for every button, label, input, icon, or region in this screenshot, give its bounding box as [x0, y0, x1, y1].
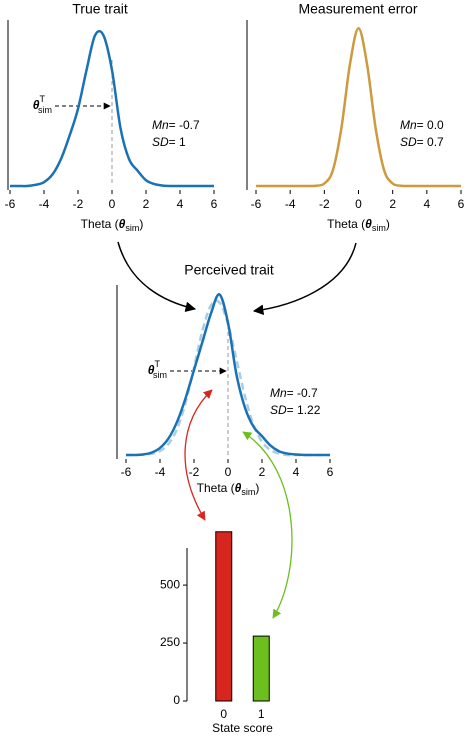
- stat-label: SD= 1.22: [270, 403, 321, 417]
- theta-label: θT sim: [148, 359, 167, 380]
- stat-value: = 0.0: [417, 118, 444, 132]
- x-tick-label: 4: [293, 465, 300, 479]
- chart-title: Measurement error: [298, 1, 417, 17]
- stat-value: = 1: [169, 135, 186, 149]
- x-tick-label: 0: [355, 197, 362, 211]
- x-tick-label: -6: [121, 465, 132, 479]
- x-tick-label: 4: [423, 197, 430, 211]
- theta-sup: T: [155, 359, 161, 369]
- axis-title-text: ): [386, 217, 390, 231]
- bar: [215, 531, 233, 702]
- x-tick-label: 6: [458, 197, 465, 211]
- x-tick-label: 1: [258, 707, 265, 721]
- stat-label: Mn= -0.7: [152, 118, 200, 132]
- link-arrow: [242, 431, 293, 619]
- chart-title: True trait: [72, 1, 128, 17]
- x-tick-label: 0: [220, 707, 227, 721]
- axis-title-text: Theta (: [327, 217, 365, 231]
- axis-title-symbol: θ: [119, 217, 126, 231]
- density-curve: [125, 293, 330, 457]
- stat-key: Mn: [270, 386, 287, 400]
- axis-title-sub: sim: [125, 223, 139, 233]
- x-tick-label: -6: [5, 197, 16, 211]
- axis-title-text: ): [255, 481, 259, 495]
- theta-label: θT sim: [33, 94, 52, 115]
- axis-title-text: Theta (: [81, 217, 119, 231]
- stat-key: SD: [400, 135, 417, 149]
- y-tick-label: 500: [160, 577, 180, 591]
- theta-sub: sim: [153, 370, 167, 380]
- x-tick-label: -2: [189, 465, 200, 479]
- density-curve: [256, 27, 461, 188]
- x-tick-label: 0: [109, 197, 116, 211]
- x-tick-label: 2: [143, 197, 150, 211]
- stat-label: Mn= -0.7: [270, 386, 318, 400]
- x-tick-label: -4: [155, 465, 166, 479]
- x-tick-label: -4: [285, 197, 296, 211]
- theta-symbol: θ: [148, 363, 155, 377]
- axis-title: Theta (θsim): [327, 217, 390, 233]
- stat-value: = -0.7: [169, 118, 200, 132]
- axis-title-text: ): [139, 217, 143, 231]
- bar: [252, 635, 270, 702]
- x-tick-label: -4: [39, 197, 50, 211]
- axis-title: State score: [212, 721, 273, 735]
- x-tick-label: 6: [327, 465, 334, 479]
- chart-title: Perceived trait: [184, 262, 274, 278]
- axis-title-sub: sim: [241, 487, 255, 497]
- stat-key: SD: [152, 135, 169, 149]
- axis-title: Theta (θsim): [81, 217, 144, 233]
- stat-key: Mn: [152, 118, 169, 132]
- x-tick-label: -2: [73, 197, 84, 211]
- theta-sup: T: [40, 94, 46, 104]
- x-tick-label: -2: [319, 197, 330, 211]
- stat-label: Mn= 0.0: [400, 118, 444, 132]
- axis-title-sub: sim: [372, 223, 386, 233]
- stat-value: = -0.7: [287, 386, 318, 400]
- x-tick-label: -6: [251, 197, 262, 211]
- y-tick-label: 0: [173, 693, 180, 707]
- y-tick-label: 250: [160, 635, 180, 649]
- link-arrow: [184, 389, 213, 521]
- x-tick-label: 2: [259, 465, 266, 479]
- stat-label: SD= 1: [152, 135, 186, 149]
- stat-key: Mn: [400, 118, 417, 132]
- axis-title-text: Theta (: [197, 481, 235, 495]
- flow-arrow: [252, 242, 357, 315]
- x-tick-label: 4: [177, 197, 184, 211]
- density-curve: [10, 29, 214, 188]
- theta-symbol: θ: [33, 98, 40, 112]
- stat-label: SD= 0.7: [400, 135, 444, 149]
- x-tick-label: 2: [389, 197, 396, 211]
- stat-value: = 1.22: [287, 403, 321, 417]
- stat-key: SD: [270, 403, 287, 417]
- stat-value: = 0.7: [417, 135, 444, 149]
- axis-title-symbol: θ: [365, 217, 372, 231]
- x-tick-label: 6: [211, 197, 218, 211]
- flow-arrow: [117, 241, 197, 312]
- axis-title-symbol: θ: [235, 481, 242, 495]
- axis-title: Theta (θsim): [197, 481, 260, 497]
- x-tick-label: 0: [225, 465, 232, 479]
- theta-sub: sim: [38, 105, 52, 115]
